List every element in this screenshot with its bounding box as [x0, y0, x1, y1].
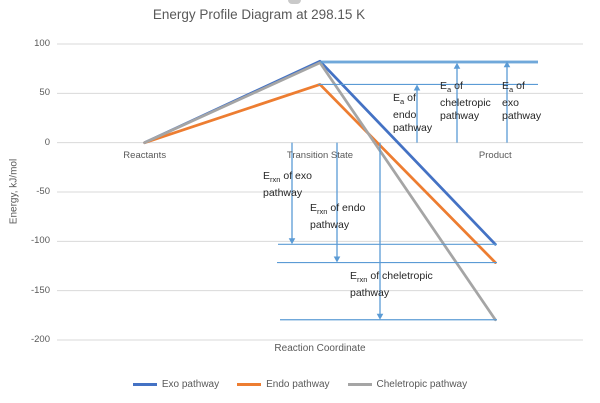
chart-legend: Exo pathway Endo pathway Cheletropic pat… — [0, 379, 600, 390]
annotation-ea-exo: Ea of exo pathway — [502, 80, 542, 123]
y-tick: 50 — [39, 87, 50, 98]
y-tick: -50 — [36, 186, 50, 197]
legend-item-endo: Endo pathway — [237, 379, 330, 390]
y-axis-title: Energy, kJ/mol — [8, 158, 20, 225]
legend-item-exo: Exo pathway — [132, 379, 220, 390]
legend-item-cheletropic: Cheletropic pathway — [347, 379, 468, 390]
x-axis-title: Reaction Coordinate — [274, 343, 366, 354]
y-tick: -150 — [30, 285, 50, 296]
cropped-handle-artifact — [288, 0, 301, 4]
endo-line-swatch — [237, 383, 262, 386]
annotation-erxn-cheletropic: Erxn of cheletropic pathway — [350, 270, 433, 299]
annotation-erxn-endo: Erxn of endo pathway — [310, 202, 366, 231]
x-tick-product: Product — [478, 150, 512, 161]
legend-label: Cheletropic pathway — [376, 379, 468, 390]
annotation-erxn-exo: Erxn of exo pathway — [263, 170, 312, 199]
exo-line-swatch — [132, 383, 157, 386]
y-tick: -200 — [30, 334, 50, 345]
y-tick: -100 — [30, 235, 50, 246]
legend-label: Exo pathway — [161, 379, 220, 390]
cheletropic-line-swatch — [347, 383, 372, 386]
x-tick-transition-state: Transition State — [286, 150, 354, 161]
x-tick-reactants: Reactants — [123, 150, 167, 161]
chart-title: Energy Profile Diagram at 298.15 K — [152, 7, 366, 22]
annotation-ea-cheletropic: Ea of cheletropic pathway — [440, 80, 491, 123]
annotation-ea-endo: Ea of endo pathway — [393, 92, 433, 135]
legend-label: Endo pathway — [266, 379, 330, 390]
y-tick: 0 — [44, 137, 50, 148]
y-tick: 100 — [34, 38, 50, 49]
